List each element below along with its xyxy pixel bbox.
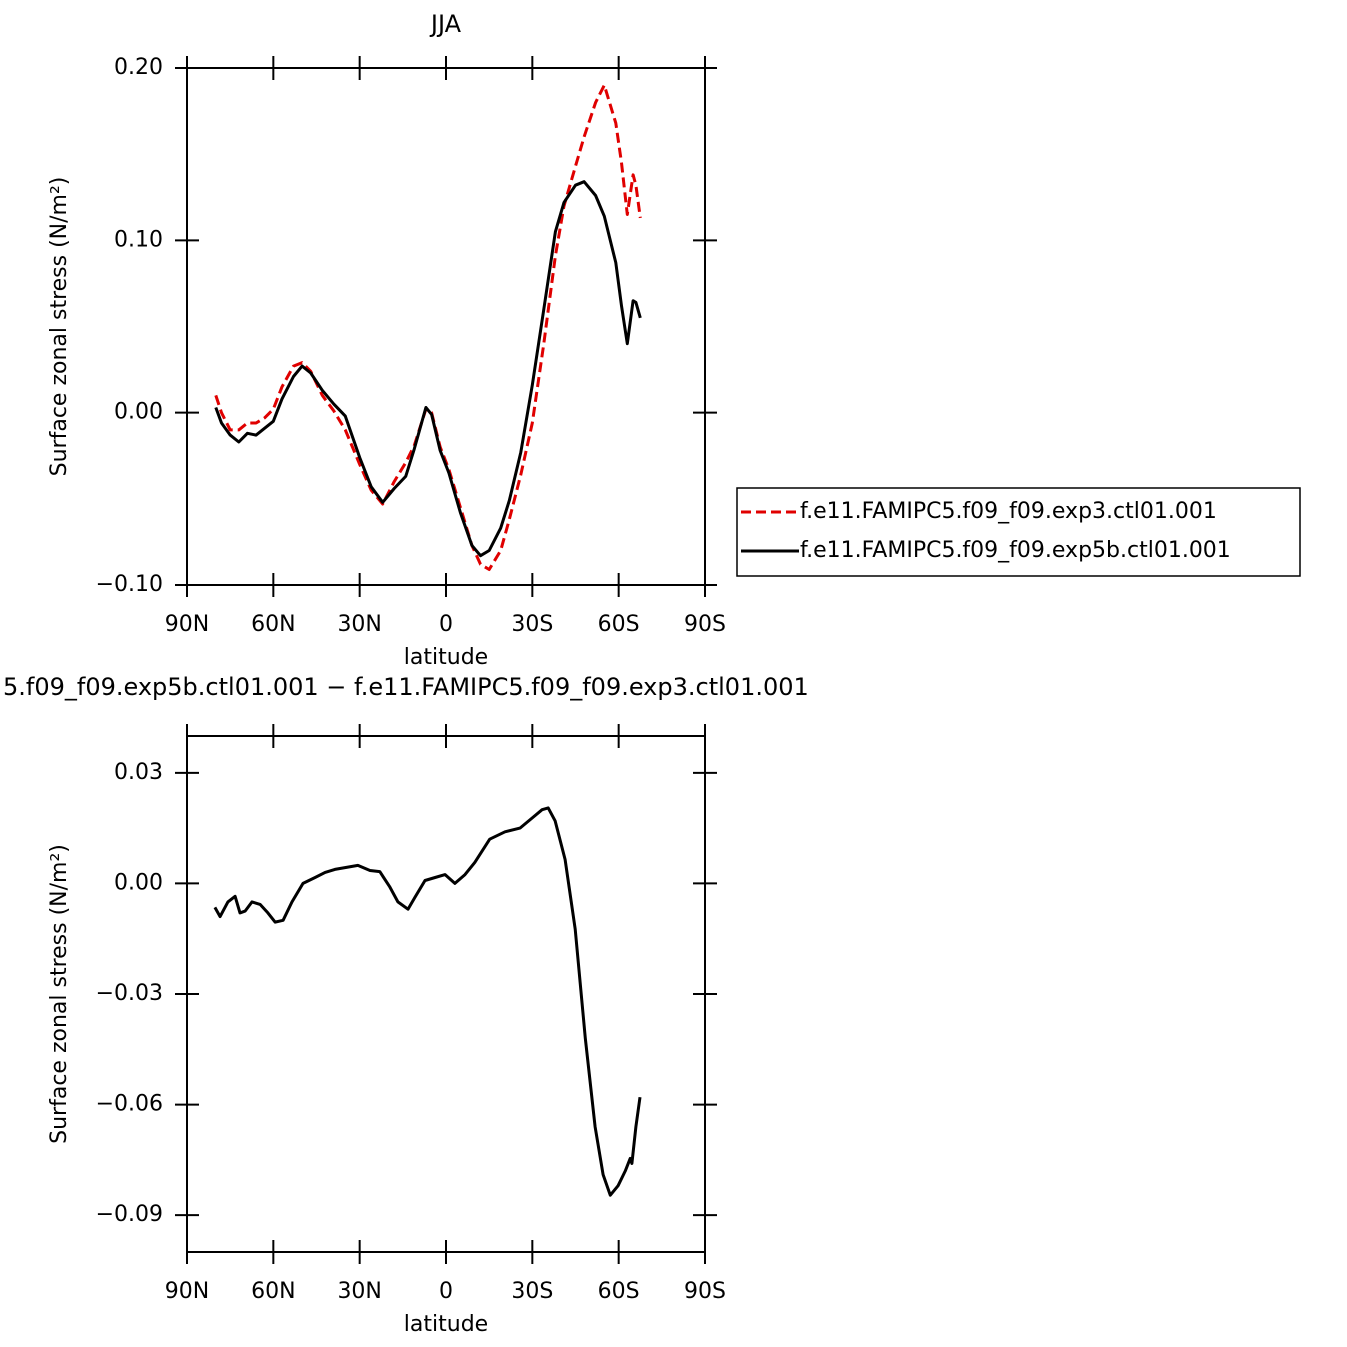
legend-box xyxy=(736,487,1301,577)
x-tick-label: 60S xyxy=(598,612,640,637)
y-tick-label: −0.09 xyxy=(96,1202,163,1227)
x-tick-label: 30N xyxy=(337,1279,381,1304)
y-tick-label: −0.06 xyxy=(96,1092,163,1117)
series-line xyxy=(214,83,642,571)
x-tick-label: 60N xyxy=(251,1279,295,1304)
y-tick-label: 0.00 xyxy=(114,400,163,425)
y-tick-label: 0.20 xyxy=(114,55,163,80)
series-line xyxy=(214,180,642,558)
x-tick-label: 60S xyxy=(598,1279,640,1304)
y-tick-label: −0.03 xyxy=(96,981,163,1006)
x-axis-label: latitude xyxy=(404,1312,488,1337)
plot-frame xyxy=(186,735,706,1253)
x-tick-label: 90N xyxy=(165,1279,209,1304)
chart-title: 5.f09_f09.exp5b.ctl01.001 − f.e11.FAMIPC… xyxy=(3,673,809,701)
y-axis-label: Surface zonal stress (N/m²) xyxy=(47,844,72,1144)
x-tick-label: 0 xyxy=(439,1279,453,1304)
series-line xyxy=(213,806,642,1197)
x-tick-label: 0 xyxy=(439,612,453,637)
y-tick-label: 0.00 xyxy=(114,870,163,895)
legend-label: f.e11.FAMIPC5.f09_f09.exp5b.ctl01.001 xyxy=(800,538,1231,563)
y-tick-label: 0.03 xyxy=(114,760,163,785)
x-tick-label: 30N xyxy=(337,612,381,637)
x-tick-label: 90S xyxy=(684,1279,726,1304)
x-tick-label: 60N xyxy=(251,612,295,637)
x-axis-label: latitude xyxy=(404,645,488,670)
x-tick-label: 90S xyxy=(684,612,726,637)
x-tick-label: 90N xyxy=(165,612,209,637)
y-tick-label: −0.10 xyxy=(96,572,163,597)
y-axis-label: Surface zonal stress (N/m²) xyxy=(47,177,72,477)
y-tick-label: 0.10 xyxy=(114,227,163,252)
chart-title: JJA xyxy=(429,10,462,38)
plot-frame xyxy=(186,67,706,586)
legend-label: f.e11.FAMIPC5.f09_f09.exp3.ctl01.001 xyxy=(800,499,1217,524)
x-tick-label: 30S xyxy=(511,612,553,637)
x-tick-label: 30S xyxy=(511,1279,553,1304)
